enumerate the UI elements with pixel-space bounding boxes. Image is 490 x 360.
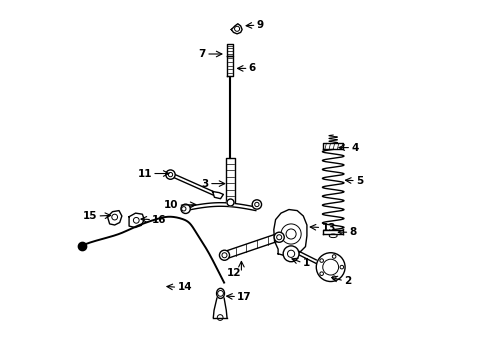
Text: 3: 3: [202, 179, 209, 189]
Circle shape: [274, 232, 284, 242]
Text: 8: 8: [349, 227, 357, 237]
Circle shape: [220, 250, 229, 260]
Text: 12: 12: [227, 268, 242, 278]
Text: 17: 17: [237, 292, 252, 302]
Text: 1: 1: [303, 258, 310, 268]
Text: 14: 14: [177, 282, 192, 292]
Text: 9: 9: [257, 20, 264, 30]
Text: 11: 11: [138, 168, 152, 179]
Circle shape: [252, 200, 262, 209]
Text: 6: 6: [248, 63, 256, 73]
Text: 13: 13: [321, 222, 336, 233]
Text: 2: 2: [344, 276, 351, 286]
Text: 5: 5: [356, 176, 363, 186]
Text: 15: 15: [83, 211, 98, 221]
Circle shape: [283, 246, 299, 262]
Text: 7: 7: [199, 49, 206, 59]
Circle shape: [316, 253, 345, 282]
Text: 4: 4: [351, 143, 359, 153]
Text: 16: 16: [152, 215, 167, 225]
Text: 10: 10: [164, 200, 178, 210]
Circle shape: [166, 170, 175, 179]
Circle shape: [181, 204, 190, 213]
